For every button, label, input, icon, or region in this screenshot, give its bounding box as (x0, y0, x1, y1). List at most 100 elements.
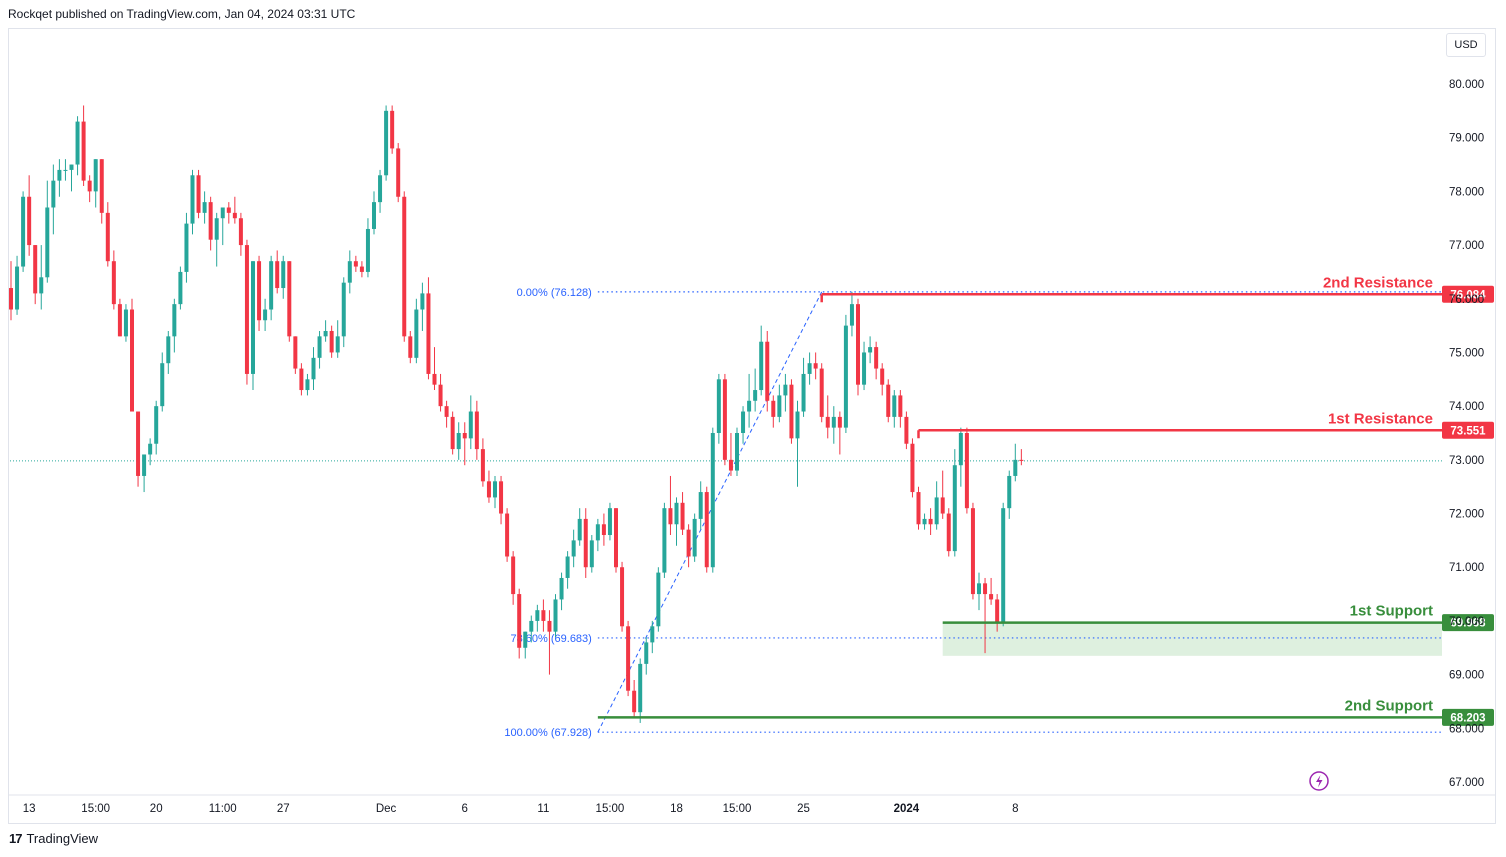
level-label: 1st Support (1350, 603, 1433, 620)
level-price-tag-text: 73.551 (1450, 425, 1486, 437)
candle-body (1019, 459, 1024, 461)
candle-body (136, 411, 141, 476)
candle-body (517, 594, 522, 648)
candle-body (856, 304, 860, 385)
level-price-tag-text: 69.968 (1450, 618, 1486, 630)
candle-body (251, 261, 255, 374)
candle-body (940, 497, 945, 514)
candle-body (983, 583, 988, 595)
x-tick-label: 27 (277, 803, 290, 815)
y-tick-label: 74.000 (1449, 401, 1484, 413)
candle-body (813, 363, 818, 369)
candle-body (523, 631, 528, 648)
candle-body (650, 626, 655, 643)
candle-body (311, 357, 316, 380)
candle-body (771, 400, 776, 417)
candle-body (559, 577, 564, 600)
candle-body (130, 309, 134, 412)
candle-body (789, 384, 794, 439)
candle-body (202, 202, 207, 213)
candle-body (474, 411, 479, 450)
candle-body (214, 218, 219, 240)
y-tick-label: 75.000 (1449, 347, 1484, 359)
x-tick-label: 15:00 (596, 803, 625, 815)
candle-body (759, 341, 764, 391)
level-price-tag-text: 68.203 (1450, 712, 1485, 724)
candle-body (704, 492, 709, 568)
candle-body (970, 508, 975, 595)
x-tick-label: 20 (150, 803, 163, 815)
candle-body (420, 293, 425, 310)
candle-body (244, 245, 249, 374)
candle-body (238, 218, 243, 246)
candle-body (462, 433, 467, 439)
candle-body (329, 330, 334, 353)
candle-body (105, 212, 110, 262)
candle-body (1013, 459, 1018, 476)
x-tick-label: 8 (1012, 803, 1018, 815)
candle-body (831, 416, 836, 428)
level-label: 2nd Support (1345, 697, 1433, 714)
candle-body (172, 304, 177, 337)
candle-body (111, 261, 116, 305)
tradingview-logo-icon[interactable]: 17 (9, 831, 23, 846)
candle-body (741, 411, 746, 433)
candle-body (142, 454, 147, 476)
publisher-caption: Rockqet published on TradingView.com, Ja… (8, 7, 356, 21)
candle-body (922, 518, 927, 525)
candle-body (692, 518, 697, 557)
candle-body (480, 449, 485, 482)
currency-button[interactable]: USD (1446, 33, 1486, 57)
candle-body (178, 271, 183, 305)
candle-body (807, 363, 812, 374)
candle-body (892, 395, 897, 417)
candle-body (438, 384, 443, 407)
candle-body (680, 502, 685, 530)
candle-body (208, 202, 213, 240)
candle-body (1001, 508, 1006, 623)
candle-body (553, 599, 558, 632)
candle-body (837, 416, 842, 428)
x-tick-label: 18 (670, 803, 683, 815)
candle-body (825, 416, 830, 428)
x-tick-label: 11:00 (209, 803, 237, 815)
candle-body (117, 304, 122, 337)
candle-body (904, 416, 909, 444)
candle-body (541, 610, 546, 621)
candle-body (686, 529, 691, 557)
candle-body (928, 518, 933, 525)
candle-body (874, 347, 879, 369)
candle-body (674, 502, 679, 525)
candle-body (63, 169, 68, 171)
fib-level-label: 100.00% (67.928) (504, 727, 591, 739)
candle-body (977, 583, 981, 595)
candle-body (9, 288, 13, 310)
candle-body (353, 261, 358, 267)
candle-body (468, 411, 473, 439)
candle-body (499, 481, 504, 514)
candle-body (607, 508, 612, 536)
candle-body (323, 330, 328, 337)
candle-body (378, 175, 383, 203)
candle-body (184, 223, 189, 272)
candle-body (589, 540, 594, 568)
candle-body (287, 261, 292, 337)
candle-body (595, 524, 600, 541)
footer-brand[interactable]: TradingView (26, 831, 99, 846)
candle-body (910, 443, 915, 493)
candle-body (456, 433, 461, 450)
candle-body (710, 433, 715, 568)
candle-body (626, 626, 631, 691)
y-tick-label: 76.000 (1449, 294, 1484, 306)
candle-body (45, 207, 50, 278)
candle-body (880, 368, 885, 385)
candle-body (662, 508, 667, 573)
candle-body (81, 121, 86, 181)
candle-body (486, 481, 491, 498)
y-tick-label: 68.000 (1449, 723, 1484, 735)
candle-body (15, 266, 20, 310)
candle-body (232, 212, 237, 219)
candle-body (426, 293, 431, 374)
candle-body (87, 180, 92, 192)
